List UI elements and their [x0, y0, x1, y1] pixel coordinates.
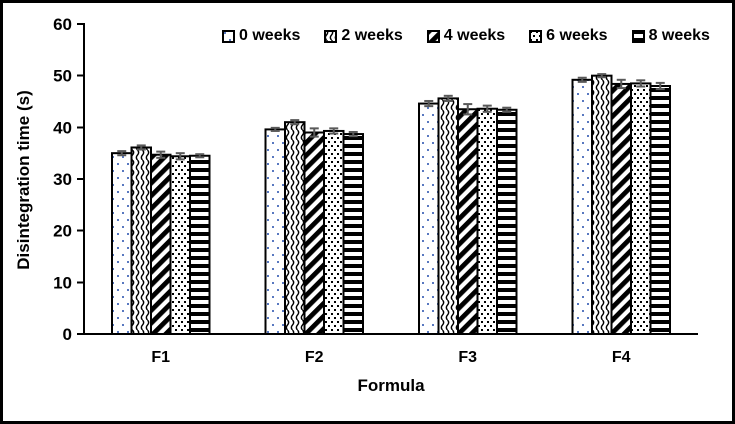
error-bar-F2-0-weeks: [270, 126, 280, 132]
bar-F2-6-weeks: [323, 129, 345, 335]
error-bar-F1-8-weeks: [195, 153, 205, 159]
y-tick-label-10: 10: [53, 273, 72, 292]
legend-swatch-horizontal-stripes: [631, 29, 645, 43]
legend-label: 4 weeks: [443, 27, 506, 44]
y-axis-title: Disintegration time (s): [14, 90, 33, 270]
error-bar-F2-2-weeks: [290, 119, 300, 126]
error-bar-F4-2-weeks: [597, 73, 607, 79]
legend-swatch-vertical-waves: [324, 29, 338, 43]
x-axis-title: Formula: [357, 376, 425, 395]
error-bar-F3-0-weeks: [424, 99, 434, 108]
y-tick-label-0: 0: [63, 325, 72, 344]
error-bar-F1-4-weeks: [156, 150, 166, 159]
legend-item-6-weeks: 6 weeks: [529, 27, 608, 45]
legend-swatch-diagonal-stripes: [426, 29, 440, 43]
bar-F4-0-weeks: [571, 78, 593, 335]
error-bar-F3-8-weeks: [502, 106, 512, 113]
error-bar-F3-6-weeks: [482, 104, 492, 113]
x-category-label-F3: F3: [458, 349, 477, 366]
x-category-label-F1: F1: [151, 349, 170, 366]
error-bar-F4-4-weeks: [616, 78, 626, 90]
error-bar-F4-0-weeks: [577, 76, 587, 83]
bar-F4-6-weeks: [630, 82, 652, 335]
error-bar-F3-4-weeks: [463, 103, 473, 116]
error-bar-F4-8-weeks: [655, 81, 665, 91]
x-category-label-F4: F4: [612, 349, 631, 366]
legend-item-4-weeks: 4 weeks: [426, 27, 506, 45]
y-tick-label-40: 40: [53, 118, 72, 137]
legend-label: 0 weeks: [239, 27, 301, 44]
legend-label: 6 weeks: [546, 27, 608, 44]
legend-item-8-weeks: 8 weeks: [631, 27, 710, 45]
y-tick-label-20: 20: [53, 222, 72, 241]
legend-swatch-dense-black-dots: [529, 29, 543, 43]
bars-layer: [111, 73, 671, 336]
bar-F3-2-weeks: [437, 97, 459, 336]
legend-label: 8 weeks: [648, 27, 710, 44]
error-bar-F3-2-weeks: [443, 94, 453, 102]
error-bar-F2-4-weeks: [309, 127, 319, 138]
bar-F2-2-weeks: [284, 121, 306, 335]
bar-F4-8-weeks: [649, 85, 671, 335]
error-bar-F2-8-weeks: [348, 130, 358, 138]
axes-layer: 0 10 20 30 40 50 60 F1 F2 F3 F4: [53, 15, 698, 366]
error-bar-F4-6-weeks: [636, 79, 646, 88]
bar-F1-4-weeks: [150, 153, 172, 335]
chart-legend: 0 weeks 2 weeks 4 weeks 6 weeks 8 weeks: [222, 27, 710, 45]
bar-F1-0-weeks: [111, 152, 133, 335]
legend-item-2-weeks: 2 weeks: [324, 27, 403, 45]
bar-F1-8-weeks: [189, 154, 211, 335]
bar-F3-0-weeks: [418, 102, 440, 335]
error-bar-F1-2-weeks: [136, 144, 146, 151]
error-bar-F1-6-weeks: [175, 152, 185, 161]
legend-swatch-sparse-blue-dots: [222, 29, 235, 43]
bar-F3-4-weeks: [457, 108, 479, 335]
bar-F1-2-weeks: [130, 146, 152, 335]
bar-F2-0-weeks: [264, 128, 286, 335]
bar-F2-8-weeks: [342, 133, 364, 335]
y-tick-label-30: 30: [53, 170, 72, 189]
legend-label: 2 weeks: [341, 27, 403, 44]
bar-F3-6-weeks: [476, 107, 498, 335]
y-tick-label-50: 50: [53, 67, 72, 86]
error-bar-F2-6-weeks: [329, 127, 339, 135]
bar-F4-4-weeks: [610, 82, 632, 335]
bar-F1-6-weeks: [169, 155, 191, 335]
bar-F2-4-weeks: [303, 131, 325, 335]
x-category-label-F2: F2: [305, 349, 324, 366]
y-tick-label-60: 60: [53, 15, 72, 34]
error-bar-F1-0-weeks: [117, 150, 127, 157]
bar-F3-8-weeks: [496, 108, 518, 336]
bar-F4-2-weeks: [591, 74, 613, 336]
legend-item-0-weeks: 0 weeks: [222, 27, 300, 45]
